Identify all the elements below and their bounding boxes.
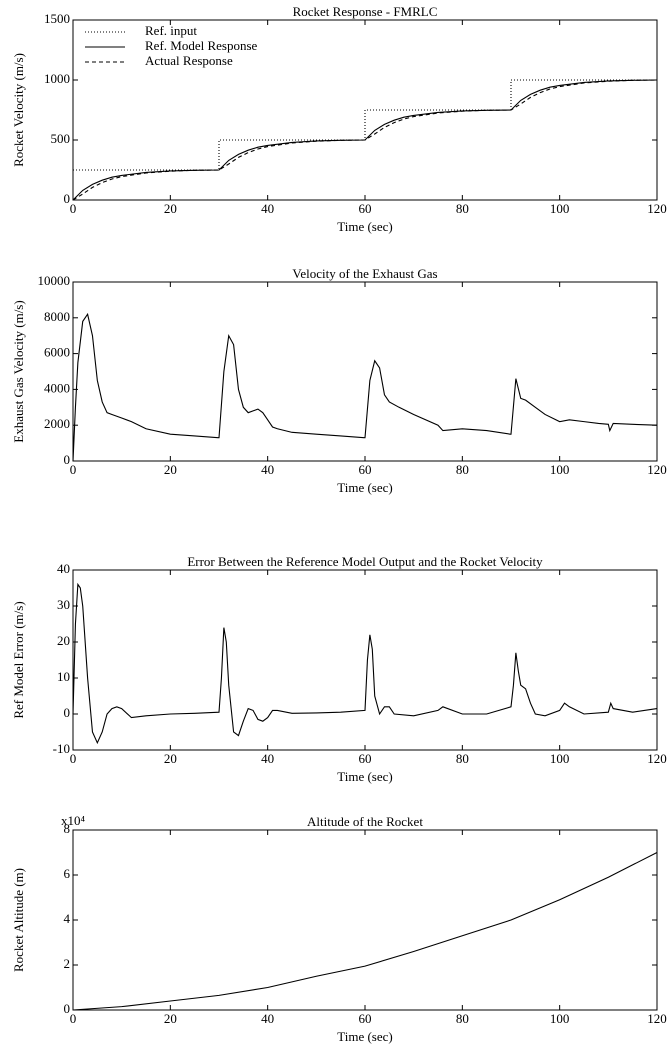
y-tick-label: 30 [57,597,70,612]
y-tick-label: 1500 [44,11,70,26]
x-tick-label: 40 [261,1011,274,1026]
y-tick-label: 0 [64,452,71,467]
x-tick-label: 20 [164,1011,177,1026]
x-tick-label: 20 [164,462,177,477]
x-tick-label: 100 [550,462,570,477]
y-tick-label: 8000 [44,309,70,324]
chart-title: Error Between the Reference Model Output… [187,554,543,569]
x-tick-label: 0 [70,751,77,766]
y-tick-label: 6 [64,866,71,881]
y-tick-label: 4 [64,911,71,926]
x-tick-label: 100 [550,1011,570,1026]
y-tick-label: 0 [64,1001,71,1016]
y-axis-label: Ref Model Error (m/s) [11,601,26,718]
y-tick-label: 10 [57,669,70,684]
y-tick-label: 10000 [38,273,71,288]
y-tick-label: 4000 [44,380,70,395]
x-tick-label: 80 [456,751,469,766]
x-axis-label: Time (sec) [337,769,393,784]
y-tick-label: 2 [64,956,71,971]
x-tick-label: 0 [70,201,77,216]
chart-title: Altitude of the Rocket [307,814,423,829]
y-tick-label: 20 [57,633,70,648]
y-multiplier: x10⁴ [61,813,86,828]
x-tick-label: 40 [261,201,274,216]
x-tick-label: 20 [164,751,177,766]
x-tick-label: 80 [456,462,469,477]
x-tick-label: 60 [359,462,372,477]
x-axis-label: Time (sec) [337,1029,393,1044]
data-line [72,79,658,201]
data-line [72,312,658,462]
legend-label: Ref. Model Response [145,38,258,53]
y-tick-label: 1000 [44,71,70,86]
data-line [73,79,657,171]
data-line [72,852,658,1011]
y-tick-label: 500 [51,131,71,146]
chart-title: Rocket Response - FMRLC [293,4,438,19]
plot-frame [72,829,658,1011]
y-axis-label: Rocket Velocity (m/s) [11,53,26,167]
y-tick-label: 2000 [44,416,70,431]
y-tick-label: 40 [57,561,70,576]
y-axis-label: Exhaust Gas Velocity (m/s) [11,300,26,442]
x-tick-label: 80 [456,201,469,216]
x-tick-label: 20 [164,201,177,216]
y-tick-label: -10 [53,741,70,756]
x-tick-label: 120 [647,1011,667,1026]
x-axis-label: Time (sec) [337,219,393,234]
x-tick-label: 40 [261,751,274,766]
x-tick-label: 60 [359,751,372,766]
plot-frame [72,569,658,751]
x-axis-label: Time (sec) [337,480,393,495]
x-tick-label: 120 [647,462,667,477]
x-tick-label: 80 [456,1011,469,1026]
legend-label: Actual Response [145,53,233,68]
data-line [72,582,658,745]
y-tick-label: 8 [64,821,71,836]
x-tick-label: 0 [70,1011,77,1026]
legend-label: Ref. input [145,23,197,38]
x-tick-label: 60 [359,201,372,216]
x-tick-label: 100 [550,201,570,216]
x-tick-label: 40 [261,462,274,477]
x-tick-label: 120 [647,201,667,216]
x-tick-label: 120 [647,751,667,766]
x-tick-label: 100 [550,751,570,766]
y-axis-label: Rocket Altitude (m) [11,868,26,972]
x-tick-label: 0 [70,462,77,477]
y-tick-label: 0 [64,191,71,206]
y-tick-label: 6000 [44,345,70,360]
chart-title: Velocity of the Exhaust Gas [292,266,437,281]
x-tick-label: 60 [359,1011,372,1026]
y-tick-label: 0 [64,705,71,720]
